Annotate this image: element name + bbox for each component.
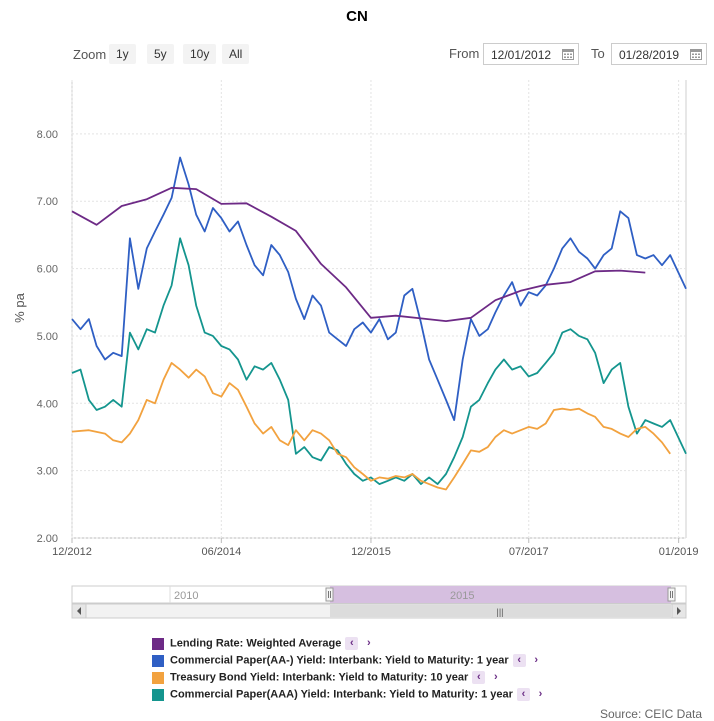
chevron-left-icon[interactable]: ‹ [345,637,359,650]
from-date-value: 12/01/2012 [491,48,552,62]
y-tick-label: 3.00 [37,466,58,478]
x-tick-label: 12/2012 [52,546,92,558]
to-date-input[interactable]: 01/28/2019 [611,43,707,65]
grid-lines [71,80,687,543]
y-axis-label: % pa [12,292,27,322]
y-tick-label: 4.00 [37,398,58,410]
to-label: To [591,46,605,61]
legend-item-lending[interactable]: Lending Rate: Weighted Average ‹ › [152,637,375,651]
navigator-label-2015: 2015 [450,590,474,602]
y-axis-ticks: 2.00 3.00 4.00 5.00 6.00 7.00 8.00 [37,129,58,545]
chevron-right-icon[interactable]: › [367,637,371,649]
series-line-1 [71,156,687,421]
y-tick-label: 7.00 [37,196,58,208]
legend-swatch [152,654,164,667]
zoom-all-button[interactable]: All [222,44,250,64]
legend-swatch [152,637,164,650]
line-chart: 2.00 3.00 4.00 5.00 6.00 7.00 8.00 12/2012 06/2… [12,80,699,558]
legend-label: Commercial Paper(AA-) Yield: Interbank: … [170,654,509,667]
legend-label: Commercial Paper(AAA) Yield: Interbank: … [170,688,513,701]
legend-item-cp-aa[interactable]: Commercial Paper(AA-) Yield: Interbank: … [152,654,543,668]
chart-title: CN [346,8,368,25]
series-line-2 [71,362,671,491]
to-date-value: 01/28/2019 [619,48,680,62]
chevron-right-icon[interactable]: › [493,671,498,683]
navigator-selection[interactable] [330,586,671,603]
y-tick-label: 2.00 [37,533,58,545]
scrollbar-thumb[interactable] [330,605,671,617]
legend-item-treasury[interactable]: Treasury Bond Yield: Interbank: Yield to… [152,671,502,685]
calendar-icon [562,49,574,60]
legend-label: Treasury Bond Yield: Interbank: Yield to… [170,671,469,684]
source-credit: Source: CEIC Data [599,707,702,721]
navigator-right-handle[interactable] [667,587,676,602]
navigator-left-handle[interactable] [325,587,334,602]
series-line-0 [71,186,646,322]
legend-swatch [152,671,164,684]
scrollbar-grip-icon: ||| [496,607,503,617]
zoom-5y-button[interactable]: 5y [147,44,174,64]
x-axis-ticks: 12/2012 06/2014 12/2015 07/2017 01/2019 [52,546,698,558]
chevron-left-icon[interactable]: ‹ [516,688,530,701]
legend-label: Lending Rate: Weighted Average [170,637,342,650]
range-navigator[interactable]: 2010 2015 ||| [0,582,714,622]
legend-swatch [152,688,164,701]
chevron-right-icon[interactable]: › [538,688,543,700]
legend-item-cp-aaa[interactable]: Commercial Paper(AAA) Yield: Interbank: … [152,688,547,702]
arrow-left-icon [77,607,81,615]
zoom-label: Zoom [73,47,107,62]
navigator-label-2010: 2010 [174,590,198,602]
zoom-10y-button[interactable]: 10y [183,44,217,64]
x-tick-label: 06/2014 [201,546,241,558]
arrow-right-icon [677,607,681,615]
x-tick-label: 12/2015 [351,546,391,558]
y-tick-label: 5.00 [37,331,58,343]
y-tick-label: 8.00 [37,129,58,141]
from-date-input[interactable]: 12/01/2012 [483,43,579,65]
series-line-3 [71,237,687,485]
calendar-icon [690,49,702,60]
series-lines [71,156,687,491]
chevron-right-icon[interactable]: › [534,654,538,666]
from-label: From [449,46,480,61]
x-tick-label: 07/2017 [509,546,549,558]
zoom-1y-button[interactable]: 1y [109,44,136,64]
x-tick-label: 01/2019 [659,546,699,558]
chevron-left-icon[interactable]: ‹ [472,671,486,684]
chevron-left-icon[interactable]: ‹ [512,654,526,667]
y-tick-label: 6.00 [37,264,58,276]
